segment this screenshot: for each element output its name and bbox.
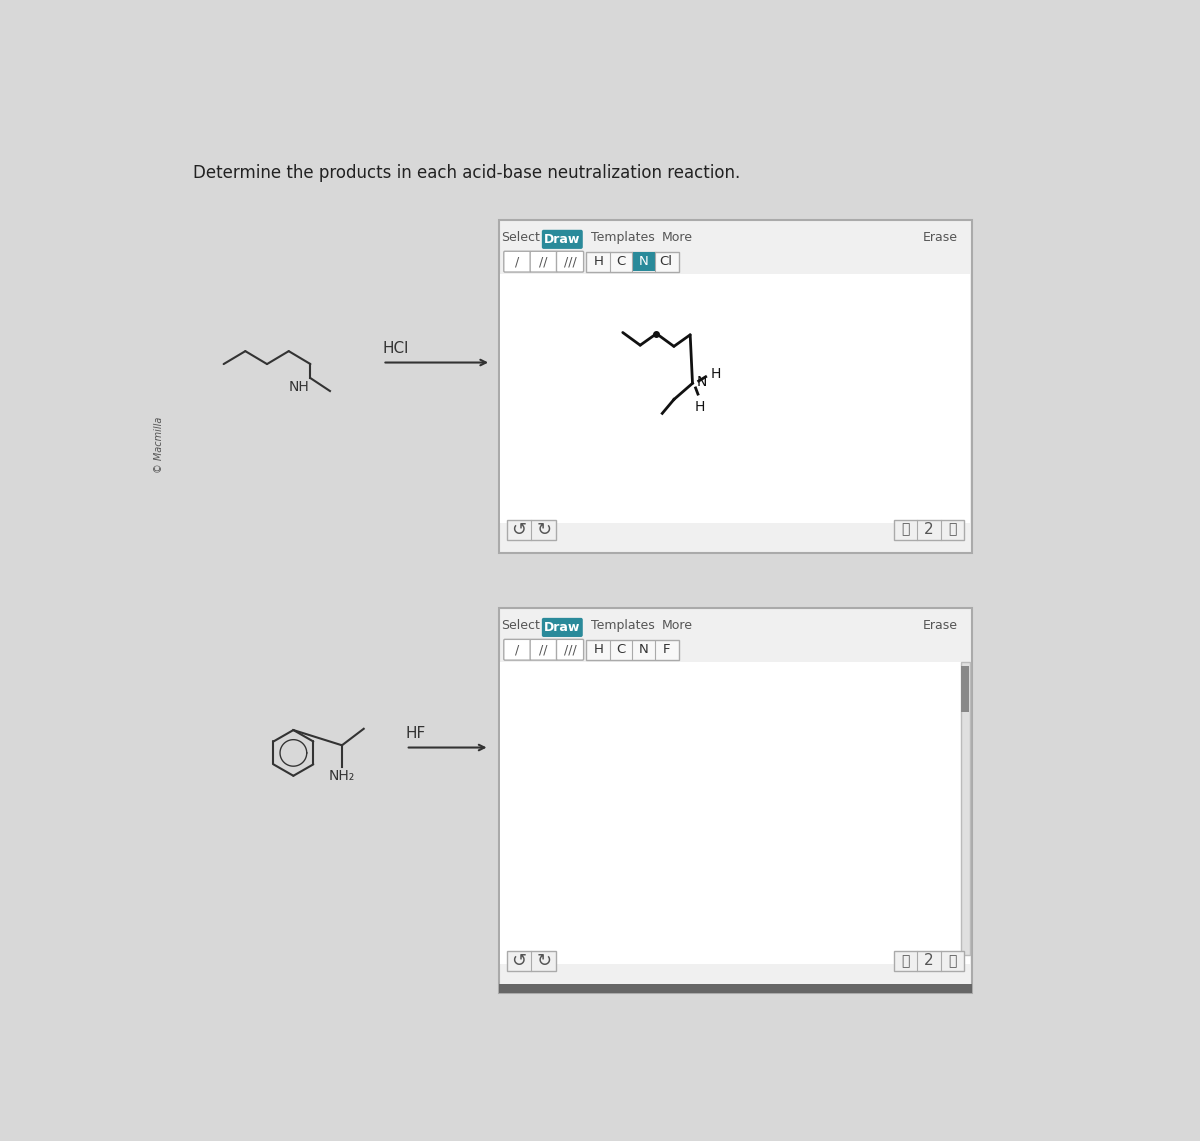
Text: 🔍: 🔍	[948, 954, 956, 968]
Text: ///: ///	[564, 644, 576, 656]
Text: /: /	[515, 256, 520, 268]
FancyBboxPatch shape	[542, 618, 582, 637]
FancyBboxPatch shape	[504, 251, 530, 272]
Text: Draw: Draw	[544, 233, 581, 245]
FancyBboxPatch shape	[504, 639, 530, 661]
FancyBboxPatch shape	[500, 274, 970, 524]
FancyBboxPatch shape	[506, 950, 556, 971]
FancyBboxPatch shape	[530, 639, 557, 661]
FancyBboxPatch shape	[506, 519, 556, 540]
Text: 🔍: 🔍	[901, 523, 910, 536]
Text: Templates: Templates	[590, 232, 655, 244]
Text: N: N	[638, 644, 648, 656]
FancyBboxPatch shape	[530, 251, 557, 272]
FancyBboxPatch shape	[499, 220, 972, 552]
FancyBboxPatch shape	[587, 640, 679, 659]
Text: C: C	[617, 644, 626, 656]
FancyBboxPatch shape	[961, 666, 970, 712]
Text: © Macmilla: © Macmilla	[155, 416, 164, 474]
Text: ↻: ↻	[536, 952, 551, 970]
FancyBboxPatch shape	[542, 230, 582, 249]
Text: ↺: ↺	[511, 520, 527, 539]
Text: F: F	[662, 644, 670, 656]
Text: Templates: Templates	[590, 620, 655, 632]
Text: Erase: Erase	[923, 232, 958, 244]
FancyBboxPatch shape	[557, 639, 583, 661]
FancyBboxPatch shape	[632, 252, 655, 270]
FancyBboxPatch shape	[499, 608, 972, 993]
Text: Draw: Draw	[544, 621, 581, 634]
Text: 🔍: 🔍	[948, 523, 956, 536]
Text: Determine the products in each acid-base neutralization reaction.: Determine the products in each acid-base…	[193, 164, 740, 181]
Text: HCl: HCl	[383, 341, 409, 356]
Text: H: H	[695, 400, 704, 414]
Text: C: C	[617, 256, 626, 268]
Text: HF: HF	[406, 727, 426, 742]
Text: 2: 2	[924, 523, 934, 537]
Text: More: More	[661, 232, 692, 244]
Text: ↺: ↺	[511, 952, 527, 970]
Text: More: More	[661, 620, 692, 632]
Text: /: /	[515, 644, 520, 656]
FancyBboxPatch shape	[587, 252, 679, 272]
FancyBboxPatch shape	[894, 519, 964, 540]
FancyBboxPatch shape	[499, 984, 972, 993]
FancyBboxPatch shape	[961, 662, 970, 955]
FancyBboxPatch shape	[894, 950, 964, 971]
Text: Select: Select	[502, 620, 540, 632]
Text: Cl: Cl	[660, 256, 673, 268]
Text: NH: NH	[288, 380, 308, 395]
Text: //: //	[540, 256, 548, 268]
Text: 2: 2	[924, 954, 934, 969]
Text: NH₂: NH₂	[329, 769, 355, 783]
FancyBboxPatch shape	[557, 251, 583, 272]
Text: ///: ///	[564, 256, 576, 268]
Text: H: H	[594, 256, 604, 268]
Text: N: N	[696, 374, 707, 389]
Text: ↻: ↻	[536, 520, 551, 539]
Text: //: //	[540, 644, 548, 656]
Text: H: H	[594, 644, 604, 656]
Text: 🔍: 🔍	[901, 954, 910, 968]
Text: H: H	[710, 366, 721, 381]
Text: Erase: Erase	[923, 620, 958, 632]
FancyBboxPatch shape	[500, 662, 970, 964]
Text: N: N	[638, 256, 648, 268]
Text: Select: Select	[502, 232, 540, 244]
